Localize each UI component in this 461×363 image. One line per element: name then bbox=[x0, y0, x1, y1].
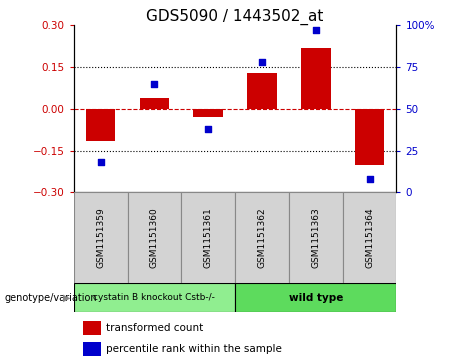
Bar bbox=[86, 109, 115, 141]
Title: GDS5090 / 1443502_at: GDS5090 / 1443502_at bbox=[147, 9, 324, 25]
Bar bbox=[235, 283, 396, 312]
Point bbox=[366, 176, 373, 182]
Bar bbox=[343, 192, 396, 283]
Bar bbox=[74, 283, 235, 312]
Point bbox=[151, 81, 158, 87]
Text: cystatin B knockout Cstb-/-: cystatin B knockout Cstb-/- bbox=[94, 293, 215, 302]
Text: GSM1151361: GSM1151361 bbox=[204, 207, 213, 268]
Text: ▶: ▶ bbox=[63, 293, 71, 303]
Text: wild type: wild type bbox=[289, 293, 343, 303]
Text: GSM1151363: GSM1151363 bbox=[311, 207, 320, 268]
Text: percentile rank within the sample: percentile rank within the sample bbox=[106, 344, 282, 354]
Point bbox=[258, 59, 266, 65]
Bar bbox=[74, 192, 128, 283]
Text: GSM1151360: GSM1151360 bbox=[150, 207, 159, 268]
Bar bbox=[194, 109, 223, 117]
Bar bbox=[289, 192, 343, 283]
Text: GSM1151359: GSM1151359 bbox=[96, 207, 105, 268]
Point bbox=[312, 28, 319, 33]
Point bbox=[205, 126, 212, 132]
Text: GSM1151364: GSM1151364 bbox=[365, 207, 374, 268]
Text: GSM1151362: GSM1151362 bbox=[258, 207, 266, 268]
Point bbox=[97, 159, 104, 165]
Bar bbox=[181, 192, 235, 283]
Text: transformed count: transformed count bbox=[106, 323, 203, 334]
Text: genotype/variation: genotype/variation bbox=[5, 293, 97, 303]
Bar bbox=[128, 192, 181, 283]
Bar bbox=[140, 98, 169, 109]
Bar bbox=[235, 192, 289, 283]
Bar bbox=[83, 322, 101, 335]
Bar bbox=[355, 109, 384, 164]
Bar bbox=[83, 342, 101, 356]
Bar bbox=[301, 48, 331, 109]
Bar bbox=[247, 73, 277, 109]
